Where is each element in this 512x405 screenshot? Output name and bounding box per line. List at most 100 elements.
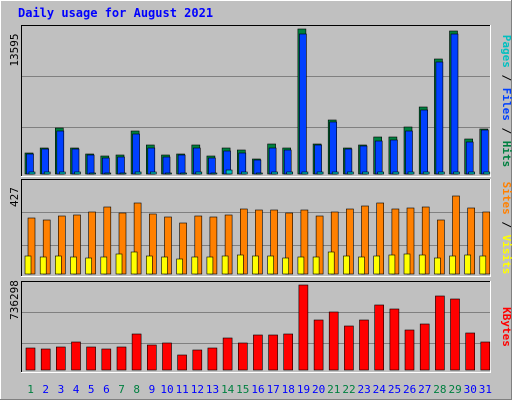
bar-sites-day-1: [24, 255, 32, 275]
bar-files-day-19: [299, 33, 307, 175]
panel-visits-sites: 427 Sites / Visits: [8, 179, 512, 277]
bar-kbytes-day-6: [101, 348, 112, 371]
bar-files-day-30: [465, 141, 474, 175]
bar-pages-day-27: [422, 171, 430, 175]
bar-pages-day-7: [119, 172, 127, 175]
bar-kbytes-day-21: [328, 311, 339, 371]
bar-visits-day-26: [406, 207, 415, 275]
bar-kbytes-day-28: [435, 295, 445, 371]
bar-pages-day-28: [438, 171, 445, 175]
x-tick-label-day-19: 19: [297, 383, 310, 396]
legend-part-sites: Sites: [500, 182, 512, 215]
panel-hits-files-pages-max-label: 13595: [8, 33, 21, 66]
bar-pages-day-11: [180, 172, 187, 175]
bar-kbytes-day-3: [55, 346, 66, 371]
panel-hits-files-pages: 13595 Pages / Files / Hits: [8, 25, 512, 177]
bar-pages-day-19: [301, 171, 309, 175]
bar-visits-day-25: [391, 208, 400, 275]
x-tick-label-day-7: 7: [118, 383, 125, 396]
x-tick-label-day-18: 18: [282, 383, 295, 396]
bar-sites-day-6: [100, 256, 108, 275]
x-tick-label-day-24: 24: [373, 383, 387, 396]
bar-files-day-29: [450, 33, 459, 175]
legend-part-pages: Pages: [500, 35, 512, 68]
bar-files-day-8: [132, 133, 140, 175]
legend-part-kbytes: KBytes: [500, 307, 512, 347]
bar-sites-day-29: [449, 255, 456, 275]
bar-visits-day-5: [88, 211, 96, 275]
bar-kbytes-day-25: [389, 308, 400, 371]
bar-files-day-16: [253, 159, 262, 175]
legend-part-/: /: [500, 121, 512, 141]
bar-sites-day-26: [403, 253, 411, 275]
bar-visits-day-8: [133, 202, 142, 275]
x-tick-label-day-5: 5: [88, 383, 95, 396]
bar-files-day-31: [480, 129, 489, 175]
bar-sites-day-3: [54, 255, 62, 275]
bar-sites-day-20: [312, 256, 320, 275]
x-tick-label-day-30: 30: [464, 383, 477, 396]
bar-visits-day-1: [27, 217, 36, 275]
bar-pages-day-1: [28, 171, 36, 175]
bar-sites-day-13: [206, 256, 214, 275]
bar-kbytes-day-29: [450, 298, 460, 371]
bar-sites-day-19: [297, 256, 305, 275]
x-tick-label-day-31: 31: [479, 383, 492, 396]
panel-hits-files-pages-legend-label: Pages / Files / Hits: [500, 35, 512, 168]
x-tick-label-day-20: 20: [312, 383, 325, 396]
bar-kbytes-day-9: [147, 344, 157, 371]
bar-pages-day-9: [150, 171, 157, 175]
bar-kbytes-day-15: [238, 342, 248, 371]
bar-sites-day-12: [191, 256, 199, 275]
bar-files-day-17: [268, 147, 277, 175]
bar-sites-day-11: [176, 258, 183, 275]
bar-visits-day-16: [255, 209, 263, 275]
chart-panels: 13595 Pages / Files / Hits 427 Sites / Visi…: [8, 25, 512, 373]
bar-sites-day-28: [434, 257, 441, 275]
bar-files-day-4: [71, 148, 80, 175]
bar-sites-day-7: [115, 253, 123, 275]
bar-visits-day-2: [42, 219, 51, 275]
bar-files-day-24: [374, 140, 383, 175]
bar-pages-day-16: [256, 172, 263, 175]
bar-visits-day-27: [421, 206, 430, 275]
x-tick-label-day-3: 3: [58, 383, 65, 396]
bar-sites-day-17: [267, 255, 274, 275]
bar-visits-day-24: [376, 202, 385, 275]
bar-kbytes-day-26: [404, 329, 415, 371]
bar-sites-day-27: [418, 254, 426, 275]
bar-sites-day-18: [282, 257, 290, 275]
bar-pages-day-31: [483, 171, 491, 175]
bar-visits-day-28: [437, 219, 445, 275]
bar-visits-day-22: [346, 208, 354, 275]
bar-visits-day-11: [179, 222, 187, 275]
x-tick-label-day-25: 25: [388, 383, 401, 396]
bar-files-day-26: [405, 130, 413, 175]
bar-sites-day-8: [130, 251, 138, 275]
bar-files-day-1: [26, 153, 34, 175]
legend-part-hits: Hits: [500, 141, 512, 168]
bar-pages-day-22: [347, 171, 354, 175]
bar-pages-day-30: [468, 171, 476, 175]
bar-pages-day-17: [271, 171, 278, 175]
bar-files-day-5: [86, 154, 95, 175]
bar-files-day-15: [238, 152, 247, 175]
panel-visits-sites-legend-label: Sites / Visits: [500, 182, 512, 275]
panel-kbytes-max-label: 736298: [8, 280, 21, 320]
x-tick-label-day-26: 26: [403, 383, 416, 396]
bar-files-day-10: [162, 156, 171, 175]
x-tick-label-day-10: 10: [160, 383, 173, 396]
bar-sites-day-30: [464, 254, 472, 275]
x-tick-label-day-11: 11: [176, 383, 189, 396]
legend-part-visits: Visits: [500, 235, 512, 275]
x-tick-label-day-29: 29: [448, 383, 461, 396]
bar-kbytes-day-14: [222, 337, 233, 371]
panel-kbytes-legend-label: KBytes: [500, 307, 512, 347]
bar-kbytes-day-20: [313, 319, 324, 371]
bar-pages-day-13: [210, 172, 218, 175]
bar-pages-day-12: [195, 171, 203, 175]
bar-pages-day-3: [58, 171, 66, 175]
bar-kbytes-day-10: [162, 342, 172, 371]
x-tick-label-day-28: 28: [433, 383, 446, 396]
